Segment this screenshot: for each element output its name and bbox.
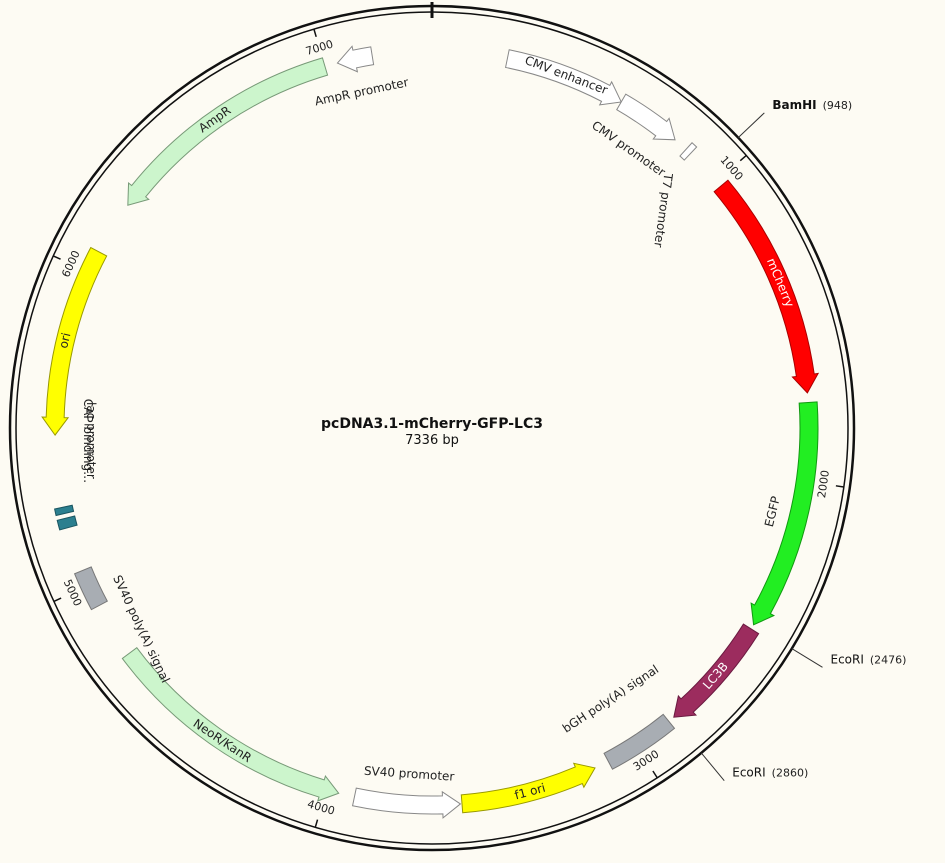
plasmid-size: 7336 bp xyxy=(405,433,459,448)
site-name: BamHI xyxy=(772,98,816,112)
feature-t7-promoter: T7 promoter xyxy=(651,142,698,249)
feature-label: bGH poly(A) signal xyxy=(560,662,661,735)
tick-mark xyxy=(313,28,317,37)
feature-arrow xyxy=(750,401,819,626)
feature-sv40-poly-a-signal: SV40 poly(A) signal xyxy=(73,566,173,685)
plasmid-name: pcDNA3.1-mCherry-GFP-LC3 xyxy=(321,416,543,432)
feature-lac-promoter: lac promoter xyxy=(56,402,98,531)
site-leader-line xyxy=(700,752,725,781)
feature-label: CAP binding… xyxy=(81,399,95,483)
feature-arrow xyxy=(673,623,760,718)
feature-arrow xyxy=(713,179,820,394)
site-name: EcoRI xyxy=(830,652,863,666)
feature-label: NeoR/KanR xyxy=(191,716,254,765)
feature-arrow xyxy=(336,45,375,73)
site-leader-line xyxy=(791,648,823,668)
site-ecori: EcoRI (2476) xyxy=(791,648,906,668)
feature-arrow xyxy=(121,647,340,802)
site-label: EcoRI (2860) xyxy=(732,766,808,780)
feature-ori: ori xyxy=(41,246,108,436)
feature-arrow xyxy=(351,787,462,819)
site-name: EcoRI xyxy=(732,766,765,780)
tick-mark xyxy=(52,255,61,260)
feature-sv40-promoter: SV40 promoter xyxy=(351,764,462,819)
feature-label: SV40 promoter xyxy=(364,764,455,784)
feature-label: ori xyxy=(56,331,73,349)
tick-mark xyxy=(314,819,319,828)
site-ecori: EcoRI (2860) xyxy=(700,752,808,781)
feature-arrow xyxy=(616,93,676,141)
feature-mcherry: mCherry xyxy=(713,179,820,394)
backbone xyxy=(8,2,856,852)
site-position: (2860) xyxy=(772,767,809,780)
feature-arrow xyxy=(73,566,108,611)
site-leader-line xyxy=(737,112,765,138)
feature-egfp: EGFP xyxy=(750,401,819,626)
feature-arrow xyxy=(41,246,108,436)
feature-cmv-promoter: CMV promoter xyxy=(589,93,676,179)
feature-lc3b: LC3B xyxy=(673,623,760,718)
feature-arrow xyxy=(56,515,78,531)
tick-mark xyxy=(53,597,62,603)
feature-label: T7 promoter xyxy=(651,172,675,249)
feature-ampr-promoter: AmpR promoter xyxy=(313,45,410,108)
site-label: EcoRI (2476) xyxy=(830,652,906,666)
tick-mark xyxy=(739,154,747,162)
feature-arrow xyxy=(504,49,622,106)
feature-arrow xyxy=(127,57,329,206)
feature-label: AmpR promoter xyxy=(313,75,409,108)
tick-label: 4000 xyxy=(306,797,337,817)
site-bamhi: BamHI (948) xyxy=(737,98,852,138)
feature-f1-ori: f1 ori xyxy=(460,762,596,814)
tick-label: 7000 xyxy=(304,38,335,58)
feature-arrow xyxy=(679,142,698,161)
tick-label: 2000 xyxy=(815,469,832,499)
feature-arrow xyxy=(54,504,75,517)
tick-mark xyxy=(835,485,844,488)
site-position: (2476) xyxy=(870,653,907,666)
feature-label: EGFP xyxy=(762,495,783,528)
feature-arrow xyxy=(603,713,676,770)
site-label: BamHI (948) xyxy=(772,98,852,112)
center-label: pcDNA3.1-mCherry-GFP-LC3 7336 bp xyxy=(321,416,543,448)
feature-arrow xyxy=(460,762,596,814)
feature-cmv-enhancer: CMV enhancer xyxy=(504,49,622,106)
feature-ampr: AmpR xyxy=(127,57,329,206)
site-position: (948) xyxy=(823,99,853,112)
tick-mark xyxy=(652,770,658,779)
tick-label: 1000 xyxy=(717,153,745,183)
restriction-sites: BamHI (948) EcoRI (2476) EcoRI (2860) xyxy=(700,98,906,781)
feature-cap-binding: CAP binding… xyxy=(54,399,95,517)
feature-label: lac promoter xyxy=(84,402,98,479)
